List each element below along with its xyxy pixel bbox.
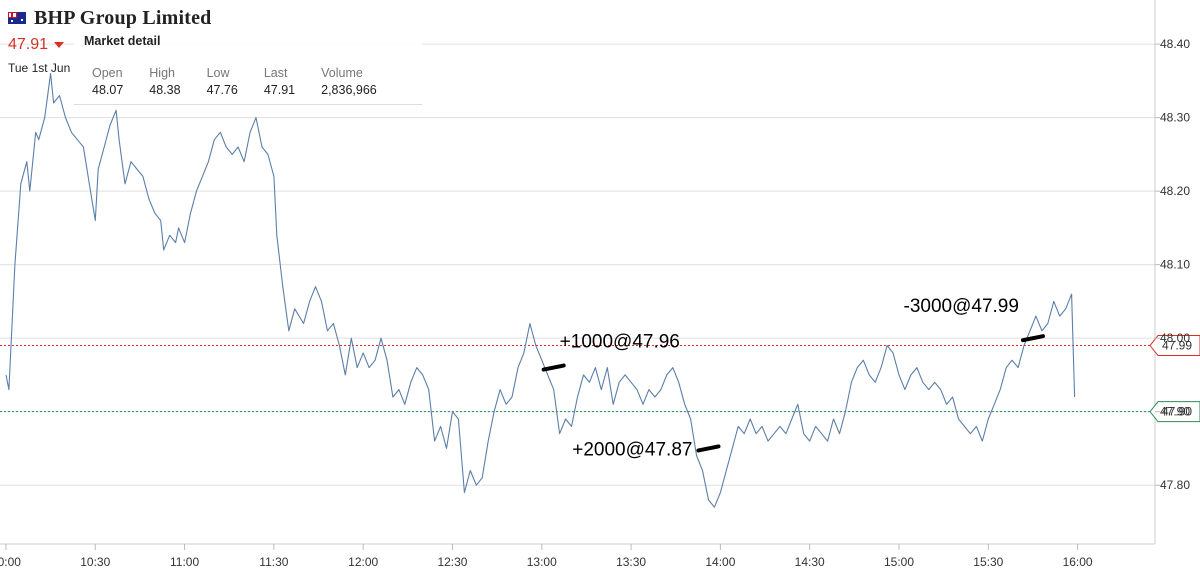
company-name: BHP Group Limited — [34, 6, 212, 29]
trade-annotation-label: +1000@47.96 — [560, 332, 680, 353]
reference-label: 47.99 — [1162, 339, 1192, 353]
y-axis-ticks: 47.80 47.90 48.00 48.10 48.20 48.30 48.40 — [1155, 37, 1190, 492]
col-high: High — [149, 66, 175, 80]
reference-badge — [1149, 401, 1200, 423]
down-arrow-icon — [54, 42, 65, 48]
price-series — [5, 72, 1076, 508]
y-tick-label: 48.20 — [1160, 184, 1190, 198]
y-tick-label: 48.30 — [1160, 111, 1190, 125]
quote-date: Tue 1st Jun — [8, 61, 71, 75]
market-detail-title: Market detail — [84, 34, 161, 48]
x-tick-label: 12:30 — [437, 555, 467, 569]
australia-flag-icon — [8, 12, 26, 24]
market-detail-table: Open High Low Last Volume 48.07 48.38 47… — [80, 64, 391, 98]
x-tick-label: 14:00 — [705, 555, 735, 569]
last-value: 47.91 — [263, 83, 296, 97]
market-detail-value-row: 48.07 48.38 47.76 47.91 2,836,966 — [80, 82, 391, 98]
low-value: 47.76 — [206, 83, 238, 97]
x-axis-ticks: 10:00 10:30 11:00 11:30 12:00 12:30 13:00 13:30… — [0, 544, 1093, 569]
market-detail-header-row: Open High Low Last Volume — [80, 64, 391, 82]
trade-annotation-label: -3000@47.99 — [904, 296, 1019, 317]
x-tick-label: 13:00 — [527, 555, 557, 569]
volume-value: 2,836,966 — [321, 83, 377, 97]
x-tick-label: 11:30 — [259, 555, 288, 569]
y-tick-label: 47.90 — [1160, 405, 1190, 419]
y-tick-label: 48.10 — [1160, 258, 1190, 272]
trade-annotation-label: +2000@47.87 — [572, 439, 692, 460]
reference-badge — [1149, 335, 1200, 357]
quote-header: BHP Group Limited 47.91 Tue 1st Jun — [8, 6, 212, 75]
grid-lines — [0, 43, 1155, 486]
x-tick-label: 11:00 — [170, 555, 199, 569]
y-tick-label: 48.00 — [1160, 331, 1190, 345]
trade-marker — [541, 363, 566, 372]
x-tick-label: 12:00 — [348, 555, 378, 569]
high-value: 48.38 — [149, 83, 181, 97]
x-tick-label: 10:00 — [0, 555, 21, 569]
last-price: 47.91 — [8, 36, 49, 53]
x-tick-label: 13:30 — [616, 555, 646, 569]
trade-marker — [1020, 334, 1045, 343]
col-volume: Volume — [321, 66, 363, 80]
x-tick-label: 15:30 — [973, 555, 1003, 569]
x-tick-label: 10:30 — [80, 555, 110, 569]
col-open: Open — [92, 66, 123, 80]
reference-label: 47.90 — [1162, 405, 1192, 419]
y-tick-label: 47.80 — [1160, 478, 1190, 492]
col-low: Low — [206, 66, 230, 80]
col-last: Last — [263, 66, 288, 80]
reference-lines: 47.99 47.90 — [0, 335, 1200, 423]
open-value: 48.07 — [92, 83, 124, 97]
market-detail-panel: Market detail Open High Low Last Volume … — [74, 28, 422, 105]
x-tick-label: 14:30 — [795, 555, 825, 569]
y-tick-label: 48.40 — [1160, 37, 1190, 51]
trade-marker — [696, 444, 721, 453]
price-line — [5, 72, 1076, 508]
trade-annotations: +1000@47.96 +2000@47.87 -3000@47.99 — [541, 296, 1045, 460]
x-tick-label: 15:00 — [884, 555, 914, 569]
x-tick-label: 16:00 — [1063, 555, 1093, 569]
